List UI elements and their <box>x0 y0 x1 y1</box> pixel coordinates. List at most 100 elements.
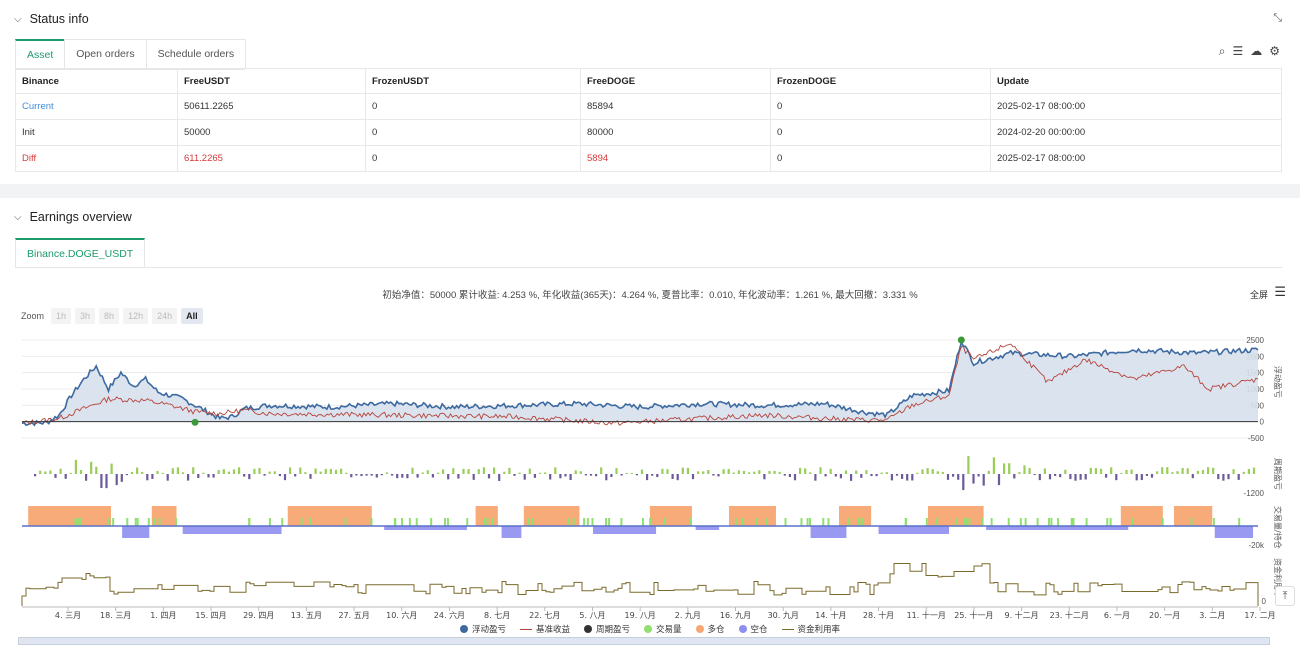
period-pnl-bar <box>462 468 465 474</box>
long-position-block <box>287 506 372 526</box>
period-pnl-bar <box>1150 474 1154 478</box>
period-pnl-bar <box>1207 467 1210 474</box>
long-position-block <box>28 506 111 526</box>
x-tick-label: 18. 三月 <box>100 611 131 620</box>
hamburger-menu-icon[interactable]: ☰ <box>1274 284 1286 299</box>
period-pnl-bar <box>875 474 878 477</box>
period-pnl-bar <box>345 472 348 474</box>
period-pnl-bar <box>1227 474 1230 480</box>
collapse-icon[interactable]: ⤡ <box>1273 12 1282 24</box>
period-pnl-bar <box>962 474 965 491</box>
earnings-chart[interactable]: 25002000150010005000-500浮动盈亏-1200周期盈亏-20… <box>0 326 1300 622</box>
period-pnl-bar <box>493 467 496 474</box>
period-pnl-bar <box>1140 474 1143 481</box>
table-cell: 85894 <box>580 93 771 120</box>
table-row: Init 50000 0 80000 0 2024-02-20 00:00:00 <box>15 119 1282 146</box>
volume-bar <box>415 518 418 526</box>
long-position-block <box>838 506 872 526</box>
zoom-8h-button[interactable]: 8h <box>99 308 120 324</box>
volume-bar <box>955 518 958 526</box>
cloud-icon[interactable]: ☁ <box>1250 44 1263 58</box>
legend-item[interactable]: 交易量 <box>643 623 682 635</box>
chart-navigator[interactable] <box>18 637 1270 645</box>
period-pnl-bar <box>1212 467 1215 474</box>
period-pnl-bar <box>574 470 577 474</box>
search-icon[interactable]: ⌕ <box>1218 44 1226 58</box>
period-pnl-bar <box>39 470 42 474</box>
tab-asset[interactable]: Asset <box>15 39 66 69</box>
asset-table: Binance FreeUSDT FrozenUSDT FreeDOGE Fro… <box>15 68 1282 172</box>
gear-icon[interactable]: ⚙ <box>1269 44 1280 58</box>
tab-open-orders[interactable]: Open orders <box>64 39 147 69</box>
period-pnl-bar <box>1237 474 1240 480</box>
table-header-row: Binance FreeUSDT FrozenUSDT FreeDOGE Fro… <box>15 68 1282 94</box>
divider <box>15 267 1282 268</box>
zoom-1h-button[interactable]: 1h <box>51 308 72 324</box>
fullscreen-button[interactable]: 全屏 <box>1249 290 1268 300</box>
period-pnl-bar <box>1130 469 1133 474</box>
table-cell: 0 <box>770 119 991 146</box>
volume-bar <box>281 518 284 526</box>
x-tick-label: 2. 九月 <box>675 611 701 620</box>
legend-item[interactable]: 空仓 <box>738 623 768 635</box>
period-pnl-bar <box>294 474 297 477</box>
legend-swatch <box>695 625 704 633</box>
zoom-24h-button[interactable]: 24h <box>152 308 178 324</box>
period-pnl-bar <box>334 469 338 474</box>
volume-bar <box>153 518 156 526</box>
legend-item[interactable]: 资金利用率 <box>781 623 840 635</box>
period-pnl-bar <box>1059 474 1062 478</box>
volume-bar <box>642 518 645 526</box>
tab-binance-doge-usdt[interactable]: Binance.DOGE_USDT <box>15 238 146 268</box>
period-pnl-bar <box>380 474 383 476</box>
earnings-overview-header[interactable]: ⌵ Earnings overview <box>14 210 132 224</box>
long-position-block <box>728 506 776 526</box>
period-pnl-bar <box>74 459 77 474</box>
x-tick-label: 11. 十一月 <box>907 610 946 620</box>
period-pnl-bar <box>207 474 210 478</box>
legend-item[interactable]: 多仓 <box>695 623 725 635</box>
volume-bar <box>965 518 968 526</box>
col-freedoge: FreeDOGE <box>580 68 771 94</box>
period-pnl-bar <box>656 474 659 478</box>
legend-item[interactable]: 基准收益 <box>519 623 570 635</box>
period-pnl-bar <box>69 472 72 474</box>
x-tick-label: 4. 三月 <box>55 611 81 620</box>
zoom-all-button[interactable]: All <box>181 308 203 324</box>
period-pnl-bar <box>773 470 776 474</box>
scroll-top-button[interactable]: ⤒ <box>1275 586 1295 606</box>
volume-bar <box>268 518 271 526</box>
x-tick-label: 30. 九月 <box>768 611 799 620</box>
legend-item[interactable]: 周期盈亏 <box>583 623 630 635</box>
table-cell: 2024-02-20 00:00:00 <box>990 119 1282 146</box>
y-tick-label: 0 <box>1260 418 1265 427</box>
period-pnl-bar <box>100 474 103 489</box>
period-pnl-bar <box>508 467 511 474</box>
period-pnl-bar <box>717 474 720 477</box>
period-pnl-bar <box>375 474 378 478</box>
period-pnl-bar <box>977 474 980 477</box>
col-frozendoge: FrozenDOGE <box>770 68 991 94</box>
chevron-down-icon[interactable]: ⌵ <box>14 211 22 223</box>
status-info-header[interactable]: ⌵ Status info <box>14 12 89 26</box>
chevron-down-icon[interactable]: ⌵ <box>14 13 22 25</box>
period-pnl-bar <box>452 468 455 474</box>
zoom-3h-button[interactable]: 3h <box>75 308 96 324</box>
period-pnl-bar <box>926 468 929 474</box>
volume-bar <box>1019 518 1022 526</box>
period-pnl-bar <box>1171 472 1174 474</box>
long-position-block <box>523 506 580 526</box>
period-pnl-bar <box>141 471 144 474</box>
x-tick-label: 22. 七月 <box>529 611 560 620</box>
period-pnl-bar <box>671 474 674 479</box>
list-icon[interactable]: ☰ <box>1232 44 1244 58</box>
x-tick-label: 9. 十二月 <box>1005 610 1039 620</box>
zoom-12h-button[interactable]: 12h <box>123 308 149 324</box>
table-cell: 80000 <box>580 119 771 146</box>
legend-item[interactable]: 浮动盈亏 <box>459 623 506 635</box>
table-cell: Current <box>15 93 178 120</box>
period-pnl-bar <box>187 474 190 481</box>
tab-schedule-orders[interactable]: Schedule orders <box>145 39 247 69</box>
y-tick-label: -1200 <box>1244 489 1265 498</box>
volume-bar <box>742 518 745 526</box>
